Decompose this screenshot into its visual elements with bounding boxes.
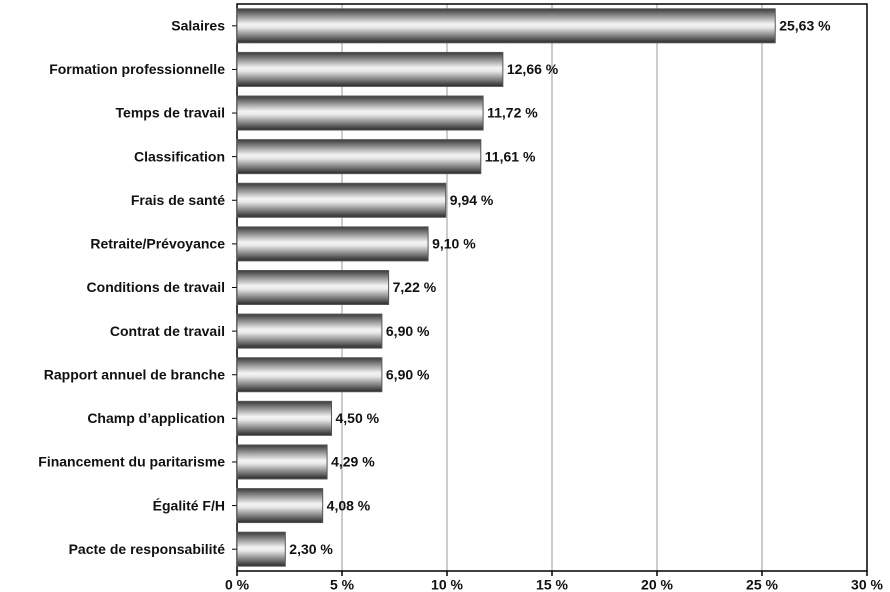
value-label: 4,29 % xyxy=(331,454,375,470)
bar xyxy=(236,226,429,262)
bar xyxy=(236,313,383,349)
bar xyxy=(236,531,286,567)
bar xyxy=(236,270,390,305)
bar xyxy=(236,139,482,175)
value-label: 2,30 % xyxy=(289,541,333,557)
bar xyxy=(236,444,328,480)
value-label: 11,72 % xyxy=(487,105,538,121)
y-tick-label: Frais de santé xyxy=(131,192,225,208)
bar xyxy=(236,8,776,44)
y-tick-label: Rapport annuel de branche xyxy=(44,366,225,382)
value-label: 25,63 % xyxy=(779,18,831,34)
y-tick-label: Champ d’application xyxy=(87,410,225,426)
bar xyxy=(236,182,447,218)
y-tick-label: Temps de travail xyxy=(116,105,225,121)
bar xyxy=(236,95,484,131)
y-tick-label: Contrat de travail xyxy=(110,323,225,339)
x-tick-label: 25 % xyxy=(746,577,778,592)
x-tick-label: 15 % xyxy=(536,577,568,592)
y-tick-label: Financement du paritarisme xyxy=(38,454,225,470)
y-tick-label: Salaires xyxy=(171,18,225,34)
x-tick-label: 0 % xyxy=(225,577,250,592)
value-label: 7,22 % xyxy=(393,279,437,295)
value-label: 12,66 % xyxy=(507,61,559,77)
y-tick-label: Conditions de travail xyxy=(87,279,225,295)
y-tick-label: Classification xyxy=(134,148,225,164)
x-tick-label: 10 % xyxy=(431,577,463,592)
value-label: 4,08 % xyxy=(327,497,371,513)
y-tick-label: Pacte de responsabilité xyxy=(69,541,226,557)
value-label: 6,90 % xyxy=(386,366,430,382)
y-tick-label: Égalité F/H xyxy=(153,497,225,513)
value-label: 9,10 % xyxy=(432,236,476,252)
value-label: 9,94 % xyxy=(450,192,494,208)
value-label: 4,50 % xyxy=(336,410,380,426)
x-tick-label: 20 % xyxy=(641,577,673,592)
bar xyxy=(236,488,324,524)
y-tick-label: Retraite/Prévoyance xyxy=(90,236,225,252)
bar xyxy=(236,400,332,436)
bar xyxy=(236,51,504,87)
value-label: 11,61 % xyxy=(485,148,536,164)
x-tick-label: 5 % xyxy=(330,577,355,592)
y-tick-label: Formation professionnelle xyxy=(49,61,225,77)
value-label: 6,90 % xyxy=(386,323,430,339)
x-tick-label: 30 % xyxy=(851,577,883,592)
bar xyxy=(236,357,383,393)
